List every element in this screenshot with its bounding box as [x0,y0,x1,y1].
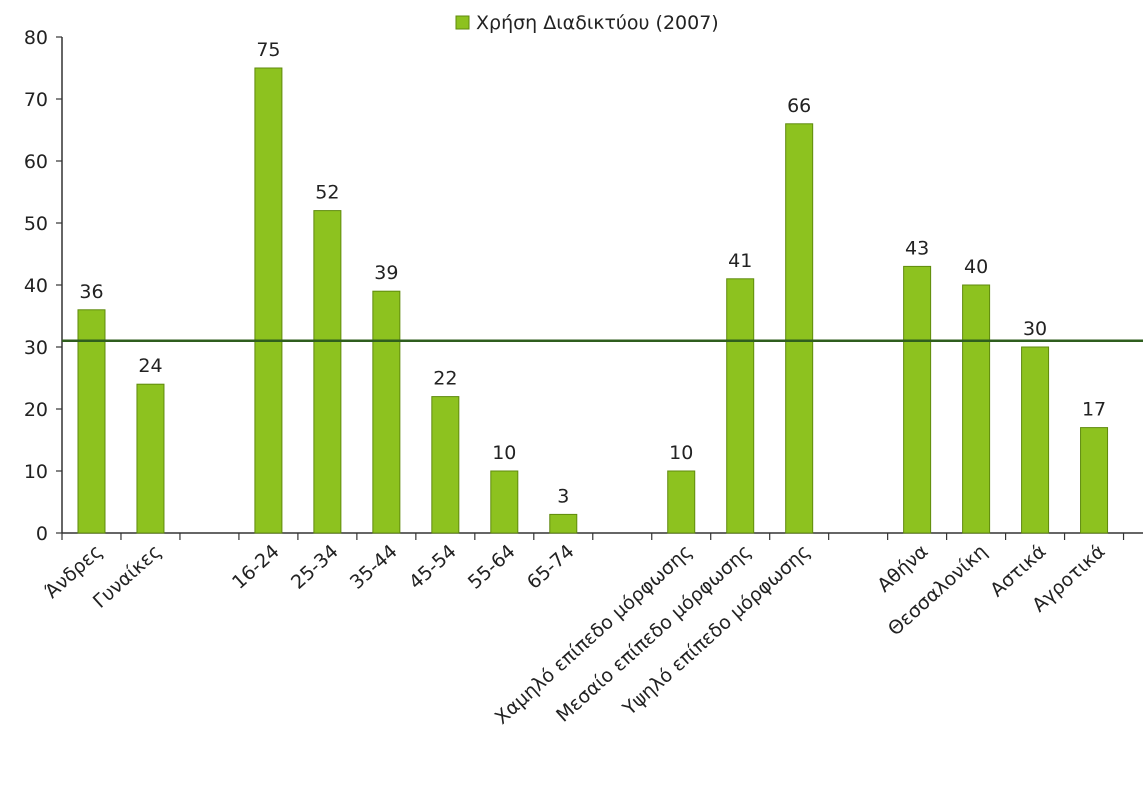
legend: Χρήση Διαδικτύου (2007) [455,12,719,34]
y-tick-label: 30 [24,337,48,359]
axes: 0 10 20 30 40 50 60 70 80 [24,27,1143,545]
y-tick-label: 10 [24,461,48,483]
data-label: 39 [374,262,398,284]
category-label: 35-44 [346,540,402,593]
data-label: 40 [964,256,988,278]
bar [726,278,755,534]
bar [490,470,519,534]
y-tick-label: 0 [36,523,48,545]
data-label: 30 [1023,318,1047,340]
category-label: 45-54 [405,540,461,593]
bar [431,396,460,534]
bar [549,513,578,534]
bar [372,290,401,534]
y-tick-label: 70 [24,89,48,111]
data-label: 66 [787,95,811,117]
bar [785,123,814,534]
data-labels: 36 24 75 52 39 22 10 3 10 41 66 43 40 30 17 [79,39,1106,507]
bar [903,265,932,534]
bar [313,210,342,534]
data-label: 36 [79,281,103,303]
bar [136,383,165,534]
data-label: 24 [138,355,162,377]
category-label: 55-64 [464,540,520,593]
bar [962,284,991,534]
legend-swatch [455,15,470,30]
y-tick-label: 80 [24,27,48,49]
bar [667,470,696,534]
data-label: 10 [669,442,693,464]
data-label: 3 [557,485,569,507]
data-label: 17 [1082,399,1106,421]
category-label: 25-34 [287,540,343,593]
data-label: 22 [433,368,457,390]
category-label: 16-24 [228,540,284,593]
y-tick-label: 40 [24,275,48,297]
category-label: 65-74 [523,540,579,593]
bar [254,67,283,534]
data-label: 43 [905,237,929,259]
y-tick-label: 50 [24,213,48,235]
y-tick-label: 60 [24,151,48,173]
bar [77,309,106,534]
y-tick-label: 20 [24,399,48,421]
bars [77,67,1109,534]
data-label: 75 [256,39,280,61]
data-label: 41 [728,250,752,272]
legend-label: Χρήση Διαδικτύου (2007) [476,12,719,34]
bar [1021,346,1050,534]
data-label: 10 [492,442,516,464]
data-label: 52 [315,182,339,204]
bar [1080,427,1109,534]
